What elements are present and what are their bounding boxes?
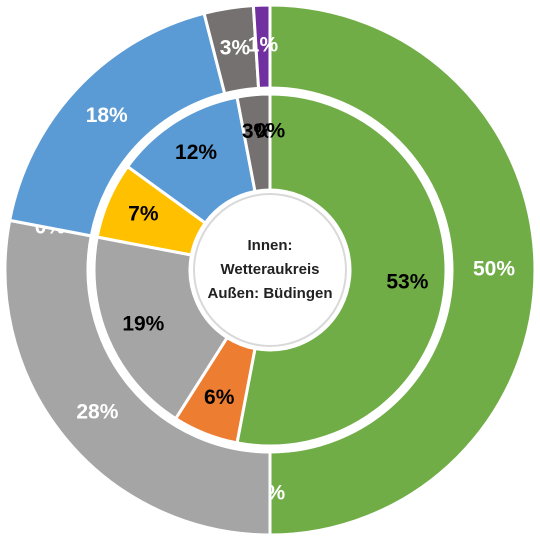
value-label: 19% — [122, 312, 164, 335]
slice — [92, 235, 230, 421]
center-line: Innen: — [248, 237, 293, 254]
slice — [235, 92, 448, 448]
value-label: 28% — [76, 400, 118, 423]
value-label: 6% — [204, 386, 235, 409]
value-label: 1% — [248, 34, 279, 57]
value-label: 53% — [386, 271, 428, 294]
center-line: Wetteraukreis — [221, 261, 320, 278]
value-label: 18% — [86, 104, 128, 127]
value-label: 12% — [175, 141, 217, 164]
value-label: 7% — [128, 203, 159, 226]
value-label: 3% — [242, 120, 273, 143]
slice — [268, 3, 537, 537]
slice — [251, 3, 272, 90]
value-label: 0% — [255, 120, 286, 143]
center-hole — [193, 193, 347, 347]
center-line: Außen: Büdingen — [208, 285, 333, 302]
value-label: 3% — [220, 36, 251, 59]
value-label: 50% — [473, 258, 515, 281]
slice — [3, 218, 272, 537]
